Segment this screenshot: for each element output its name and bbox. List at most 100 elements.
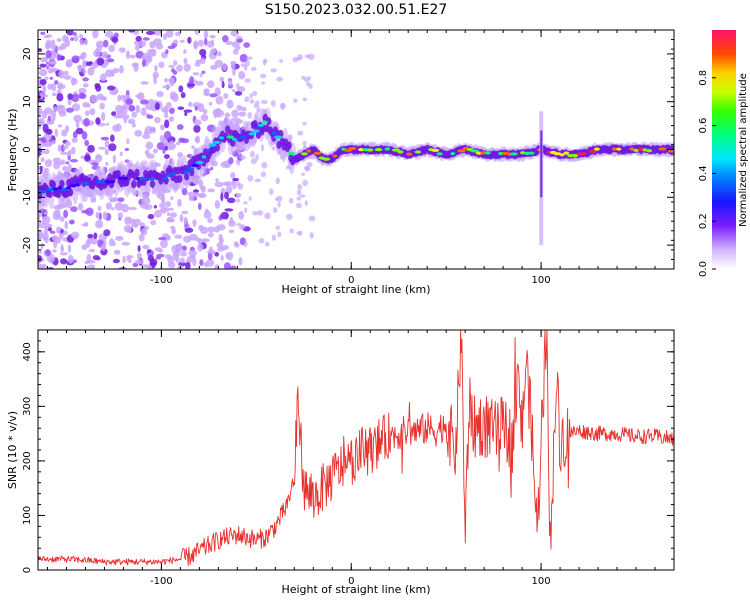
- spectrogram-blob: [154, 247, 162, 252]
- spectrogram-blob: [57, 124, 63, 128]
- spectrogram-blob: [293, 98, 298, 103]
- spectrogram-blob: [104, 148, 109, 156]
- spectrogram-blob: [111, 207, 115, 211]
- spectrogram-blob: [113, 32, 119, 39]
- colorbar-tick-label: 0.4: [698, 165, 709, 181]
- spectrogram-blob: [309, 232, 314, 239]
- spectrogram-blob: [117, 94, 122, 102]
- spectrogram-blob: [93, 49, 101, 58]
- spectrogram-blob: [137, 245, 141, 253]
- spectrogram-peak: [117, 176, 125, 180]
- spectrogram-blob: [135, 35, 142, 42]
- spectrogram-blob: [231, 109, 239, 118]
- spectrogram-blob: [84, 139, 90, 147]
- spectrogram-blob: [70, 37, 75, 41]
- spectrogram-blob: [122, 255, 126, 264]
- spectrogram-blob: [193, 237, 202, 242]
- spectrogram-peak: [205, 148, 211, 153]
- spectrogram-blob: [261, 161, 268, 169]
- snr-ytick-label: 100: [22, 506, 33, 525]
- snr-ytick-label: 300: [22, 397, 33, 416]
- spectrogram-blob: [112, 124, 120, 132]
- spectrogram-blob: [102, 211, 108, 220]
- spectrogram-peak: [57, 186, 63, 190]
- spectrogram-blob: [128, 105, 136, 112]
- colorbar-tick-label: 0.6: [698, 118, 709, 134]
- spectrogram-blob: [140, 107, 147, 116]
- spectrogram-blob: [232, 177, 240, 182]
- spectrogram-blob: [149, 258, 158, 267]
- spectrogram-blob: [253, 103, 260, 109]
- spectrogram-blob: [220, 187, 226, 194]
- spectrogram-blob: [201, 70, 206, 75]
- spectrogram-blob: [56, 53, 61, 61]
- spectrogram-peak: [248, 132, 256, 136]
- spectrogram-blob: [226, 99, 234, 109]
- spectrogram-blob: [38, 68, 48, 77]
- spectrogram-blob: [162, 85, 171, 89]
- spectrogram-blob: [115, 235, 124, 241]
- spectrogram-blob: [68, 149, 72, 157]
- spectrogram-ytick-label: -20: [22, 237, 33, 253]
- spectrogram-peak: [313, 151, 322, 155]
- spectrogram-blob: [121, 241, 131, 246]
- spectrogram-blob: [65, 161, 70, 165]
- spectrogram-blob: [306, 161, 313, 168]
- spectrogram-blob: [99, 102, 105, 110]
- spectrogram-blob: [112, 241, 116, 246]
- spectrogram-blob: [204, 208, 209, 214]
- spectrogram-blob: [174, 234, 183, 239]
- spectrogram-core: [59, 179, 65, 188]
- spectrogram-blob: [155, 256, 162, 260]
- spectrogram-blob: [145, 103, 154, 110]
- spectrogram-peak: [520, 151, 526, 155]
- spectrogram-blob: [154, 64, 158, 72]
- spectrogram-peak: [122, 176, 129, 181]
- spectrogram-blob: [42, 85, 47, 93]
- spectrogram-blob: [135, 94, 143, 98]
- spectrogram-blob: [51, 92, 57, 97]
- spectrogram-blob: [245, 60, 250, 67]
- snr-ytick-label: 200: [22, 451, 33, 470]
- spectrogram-peak: [391, 148, 401, 152]
- spectrogram-blob: [67, 93, 74, 100]
- spectrogram-blob: [40, 31, 46, 36]
- colorbar-ticks: 0.0 0.2 0.4 0.6 0.8: [698, 70, 716, 277]
- spectrogram-blob: [38, 230, 44, 239]
- spectrogram-peak: [629, 147, 635, 151]
- spectrogram-peak: [348, 147, 357, 151]
- spectrogram-blob: [214, 59, 224, 68]
- spectrogram-blob: [194, 80, 204, 86]
- snr-marks: [38, 330, 674, 567]
- spectrogram-peak: [218, 136, 225, 140]
- spectrogram-blob: [304, 166, 311, 172]
- spectrogram-blob: [81, 223, 88, 227]
- spectrogram-peak: [588, 149, 597, 154]
- spectrogram-blob: [232, 48, 239, 55]
- spectrogram-blob: [47, 227, 53, 232]
- spectrogram-blob: [57, 144, 62, 152]
- spectrogram-blob: [49, 230, 56, 235]
- spectrogram-blob: [109, 89, 118, 96]
- spectrogram-blob: [57, 104, 64, 110]
- spectrogram-blob: [247, 174, 254, 182]
- spectrogram-blob: [176, 64, 183, 72]
- spectrogram-blob: [56, 46, 64, 51]
- spectrogram-ytick-label: -10: [22, 189, 33, 205]
- spectrogram-blob: [82, 101, 89, 108]
- spectrogram-blob: [199, 73, 203, 78]
- spectrogram-blob: [178, 137, 185, 143]
- spectrogram-blob: [38, 255, 43, 263]
- spectrogram-peak: [528, 151, 535, 155]
- spectrogram-blob: [206, 258, 215, 267]
- spectrogram-blob: [188, 250, 198, 257]
- spectrogram-peak: [414, 150, 422, 154]
- spectrogram-blob: [226, 251, 234, 261]
- spectrogram-peak: [257, 123, 264, 127]
- spectrogram-blob: [96, 57, 105, 66]
- spectrogram-blob: [109, 134, 115, 143]
- spectrogram-peak: [501, 151, 509, 156]
- spectrogram-blob: [207, 218, 213, 223]
